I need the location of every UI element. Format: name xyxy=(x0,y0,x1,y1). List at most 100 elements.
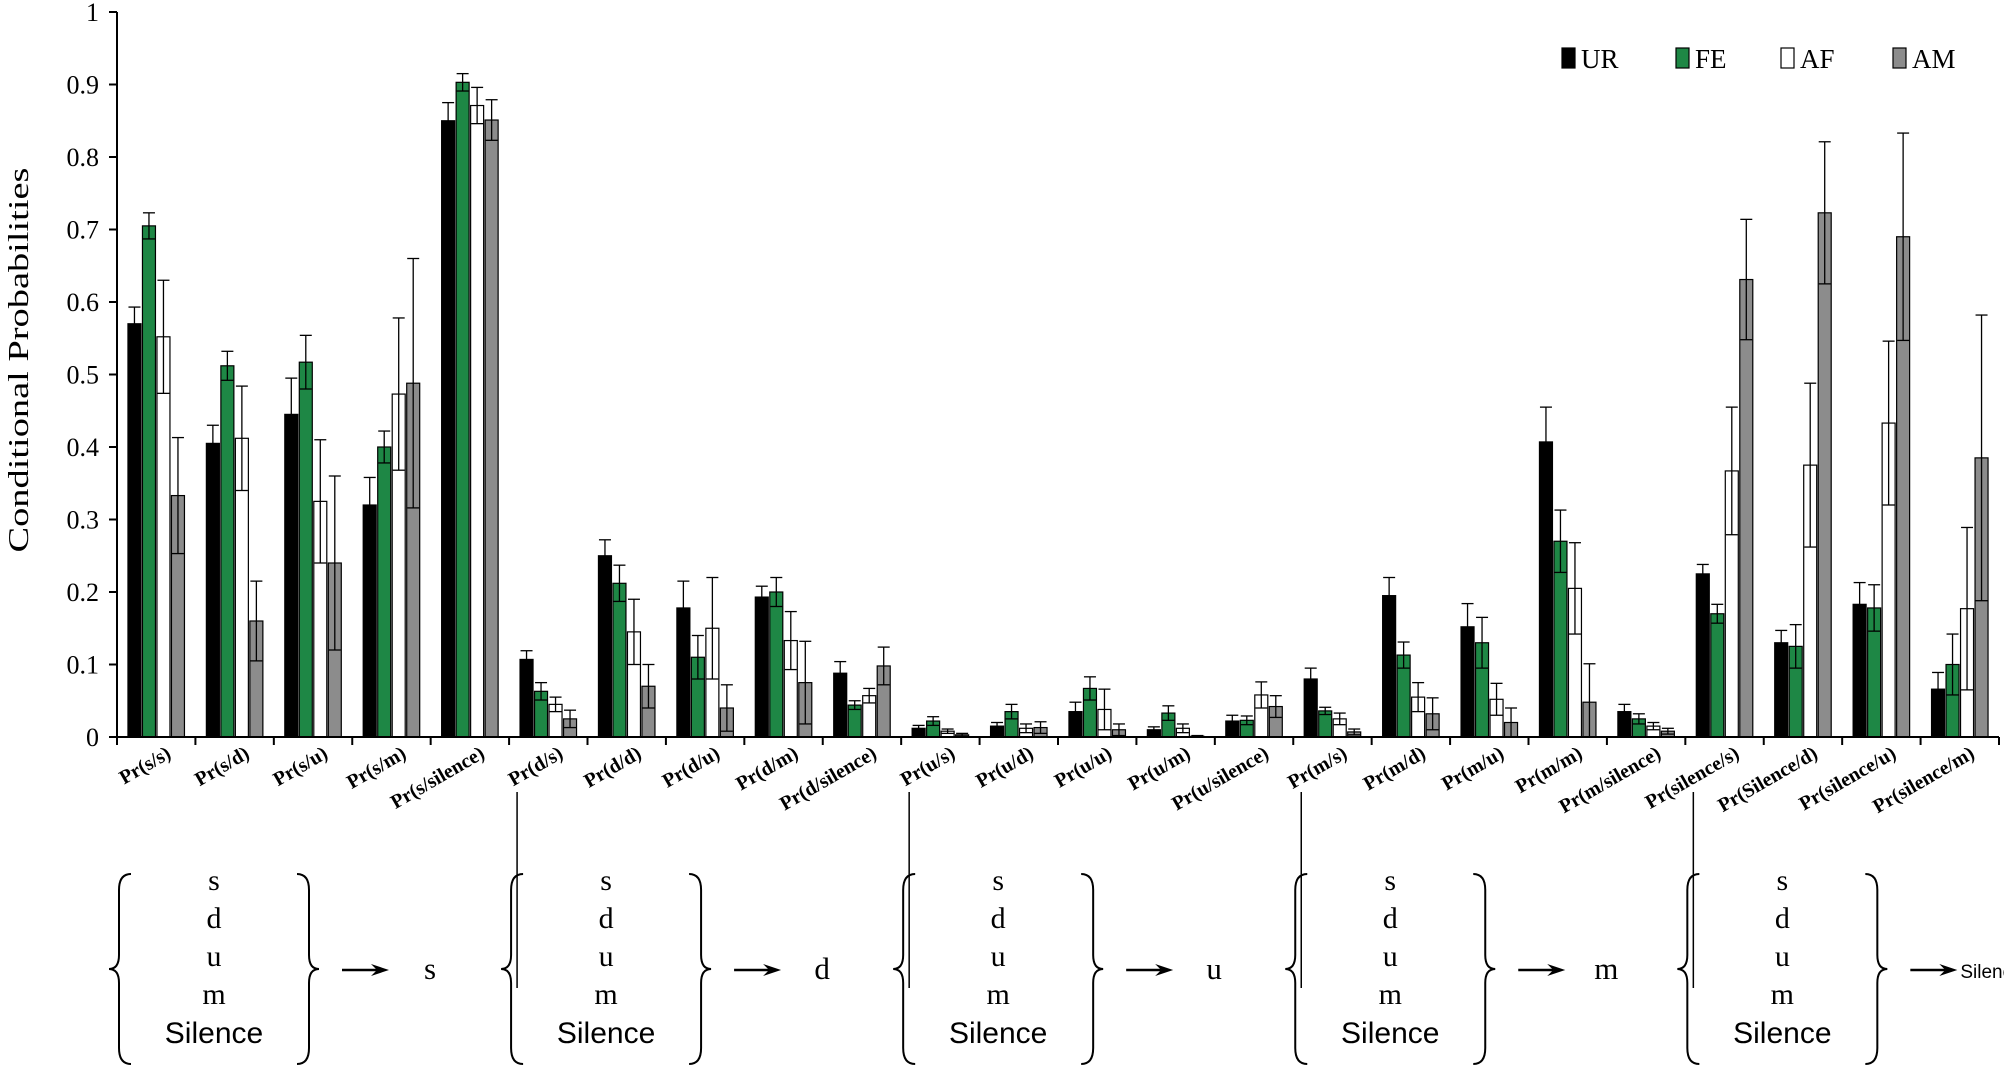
group-source-letter: d xyxy=(1383,902,1398,935)
y-tick-label: 0.4 xyxy=(67,433,100,462)
legend-swatch xyxy=(1780,47,1795,69)
legend-label: AF xyxy=(1800,44,1835,74)
bar xyxy=(1739,278,1754,738)
group-source-letter: s xyxy=(208,864,220,897)
group-source-letter: Silence xyxy=(949,1017,1047,1050)
group-source-letter: s xyxy=(992,864,1004,897)
right-brace xyxy=(1473,873,1496,1065)
y-tick-label: 0.2 xyxy=(67,578,100,607)
y-tick-label: 0.7 xyxy=(67,216,100,245)
x-tick-label: Pr(d/d) xyxy=(580,742,645,792)
group-target-label: m xyxy=(1594,951,1618,986)
legend-swatch xyxy=(1561,47,1576,69)
bars-layer xyxy=(127,72,1989,738)
legend-label: FE xyxy=(1695,44,1727,74)
right-brace xyxy=(296,873,320,1065)
group-source-letter: u xyxy=(207,940,222,973)
x-tick-label: Pr(u/d) xyxy=(972,742,1037,792)
bar xyxy=(441,120,456,738)
group-source-letter: d xyxy=(1775,902,1790,935)
bar xyxy=(597,555,613,738)
bar xyxy=(141,225,157,738)
bar xyxy=(754,596,769,738)
arrow-head xyxy=(371,964,389,976)
x-tick-label: Pr(m/s) xyxy=(1284,742,1351,793)
group-target-label: s xyxy=(424,951,436,986)
x-tick-label: Pr(s/d) xyxy=(191,742,253,790)
left-brace xyxy=(1677,873,1700,1065)
bar xyxy=(769,591,784,738)
y-tick-label: 0 xyxy=(86,723,99,752)
group-target-label: d xyxy=(814,951,830,986)
bar xyxy=(1695,573,1710,738)
group-source-letter: s xyxy=(1776,864,1788,897)
bar xyxy=(484,119,499,738)
bar xyxy=(362,504,377,738)
bar xyxy=(377,446,392,738)
bar xyxy=(455,81,470,738)
bar xyxy=(1817,212,1832,738)
group-source-letter: u xyxy=(1383,940,1398,973)
bar xyxy=(220,365,235,738)
group-source-letter: m xyxy=(1379,978,1402,1011)
right-brace xyxy=(1081,873,1104,1065)
bar xyxy=(1774,642,1789,738)
group-source-letter: m xyxy=(1771,978,1794,1011)
bar xyxy=(519,658,534,738)
arrow-head xyxy=(1939,964,1958,976)
bar xyxy=(612,582,627,738)
y-tick-label: 1 xyxy=(86,0,99,27)
x-tick-label: Pr(s/s) xyxy=(116,742,175,789)
bar xyxy=(1538,441,1554,738)
legend-swatch xyxy=(1892,47,1907,69)
group-source-letter: d xyxy=(599,902,614,935)
bar xyxy=(1382,595,1397,738)
group-source-letter: Silence xyxy=(1733,1017,1831,1050)
group-source-letter: s xyxy=(1384,864,1396,897)
legend-label: UR xyxy=(1581,44,1619,74)
legend-label: AM xyxy=(1912,44,1956,74)
bar xyxy=(298,361,313,738)
right-brace xyxy=(1865,873,1888,1065)
y-tick-label: 0.8 xyxy=(67,143,100,172)
group-source-letter: d xyxy=(991,902,1006,935)
x-tick-label: Pr(d/s) xyxy=(505,742,567,790)
arrow-head xyxy=(763,964,782,976)
y-axis-label: Conditional Probabilities xyxy=(4,168,35,553)
left-brace xyxy=(501,873,524,1065)
bar xyxy=(284,413,299,738)
x-tick-label: Pr(s/u) xyxy=(270,742,332,790)
x-tick-label: Pr(d/u) xyxy=(659,742,724,792)
bar xyxy=(127,323,142,738)
group-source-letter: Silence xyxy=(165,1017,263,1050)
y-tick-label: 0.5 xyxy=(67,361,100,390)
arrow-head xyxy=(1547,964,1566,976)
x-tick-label: Pr(u/s) xyxy=(897,742,959,790)
group-annotations: sdumSilencessdumSilencedsdumSilenceusdum… xyxy=(108,792,2004,1065)
x-tick-label: Pr(m/u) xyxy=(1438,742,1508,795)
left-brace xyxy=(1285,873,1308,1065)
legend: UR FE AF AM xyxy=(1561,44,1956,74)
group-source-letter: u xyxy=(1775,940,1790,973)
left-brace xyxy=(108,873,132,1065)
group-source-letter: u xyxy=(991,940,1006,973)
x-tick-label: Pr(u/u) xyxy=(1051,742,1116,792)
bar xyxy=(1710,613,1725,738)
group-source-letter: m xyxy=(202,978,225,1011)
group-source-letter: m xyxy=(594,978,617,1011)
y-tick-label: 0.9 xyxy=(67,71,100,100)
y-tick-label: 0.1 xyxy=(67,651,100,680)
bar xyxy=(205,442,220,738)
bar xyxy=(156,336,171,738)
x-tick-label: Pr(m/d) xyxy=(1360,742,1430,795)
group-source-letter: d xyxy=(207,902,222,935)
group-target-label: Silence xyxy=(1960,962,2004,983)
group-source-letter: Silence xyxy=(557,1017,655,1050)
bar xyxy=(470,104,485,738)
right-brace xyxy=(689,873,712,1065)
group-target-label: u xyxy=(1206,951,1222,986)
group-source-letter: u xyxy=(599,940,614,973)
group-source-letter: Silence xyxy=(1341,1017,1439,1050)
